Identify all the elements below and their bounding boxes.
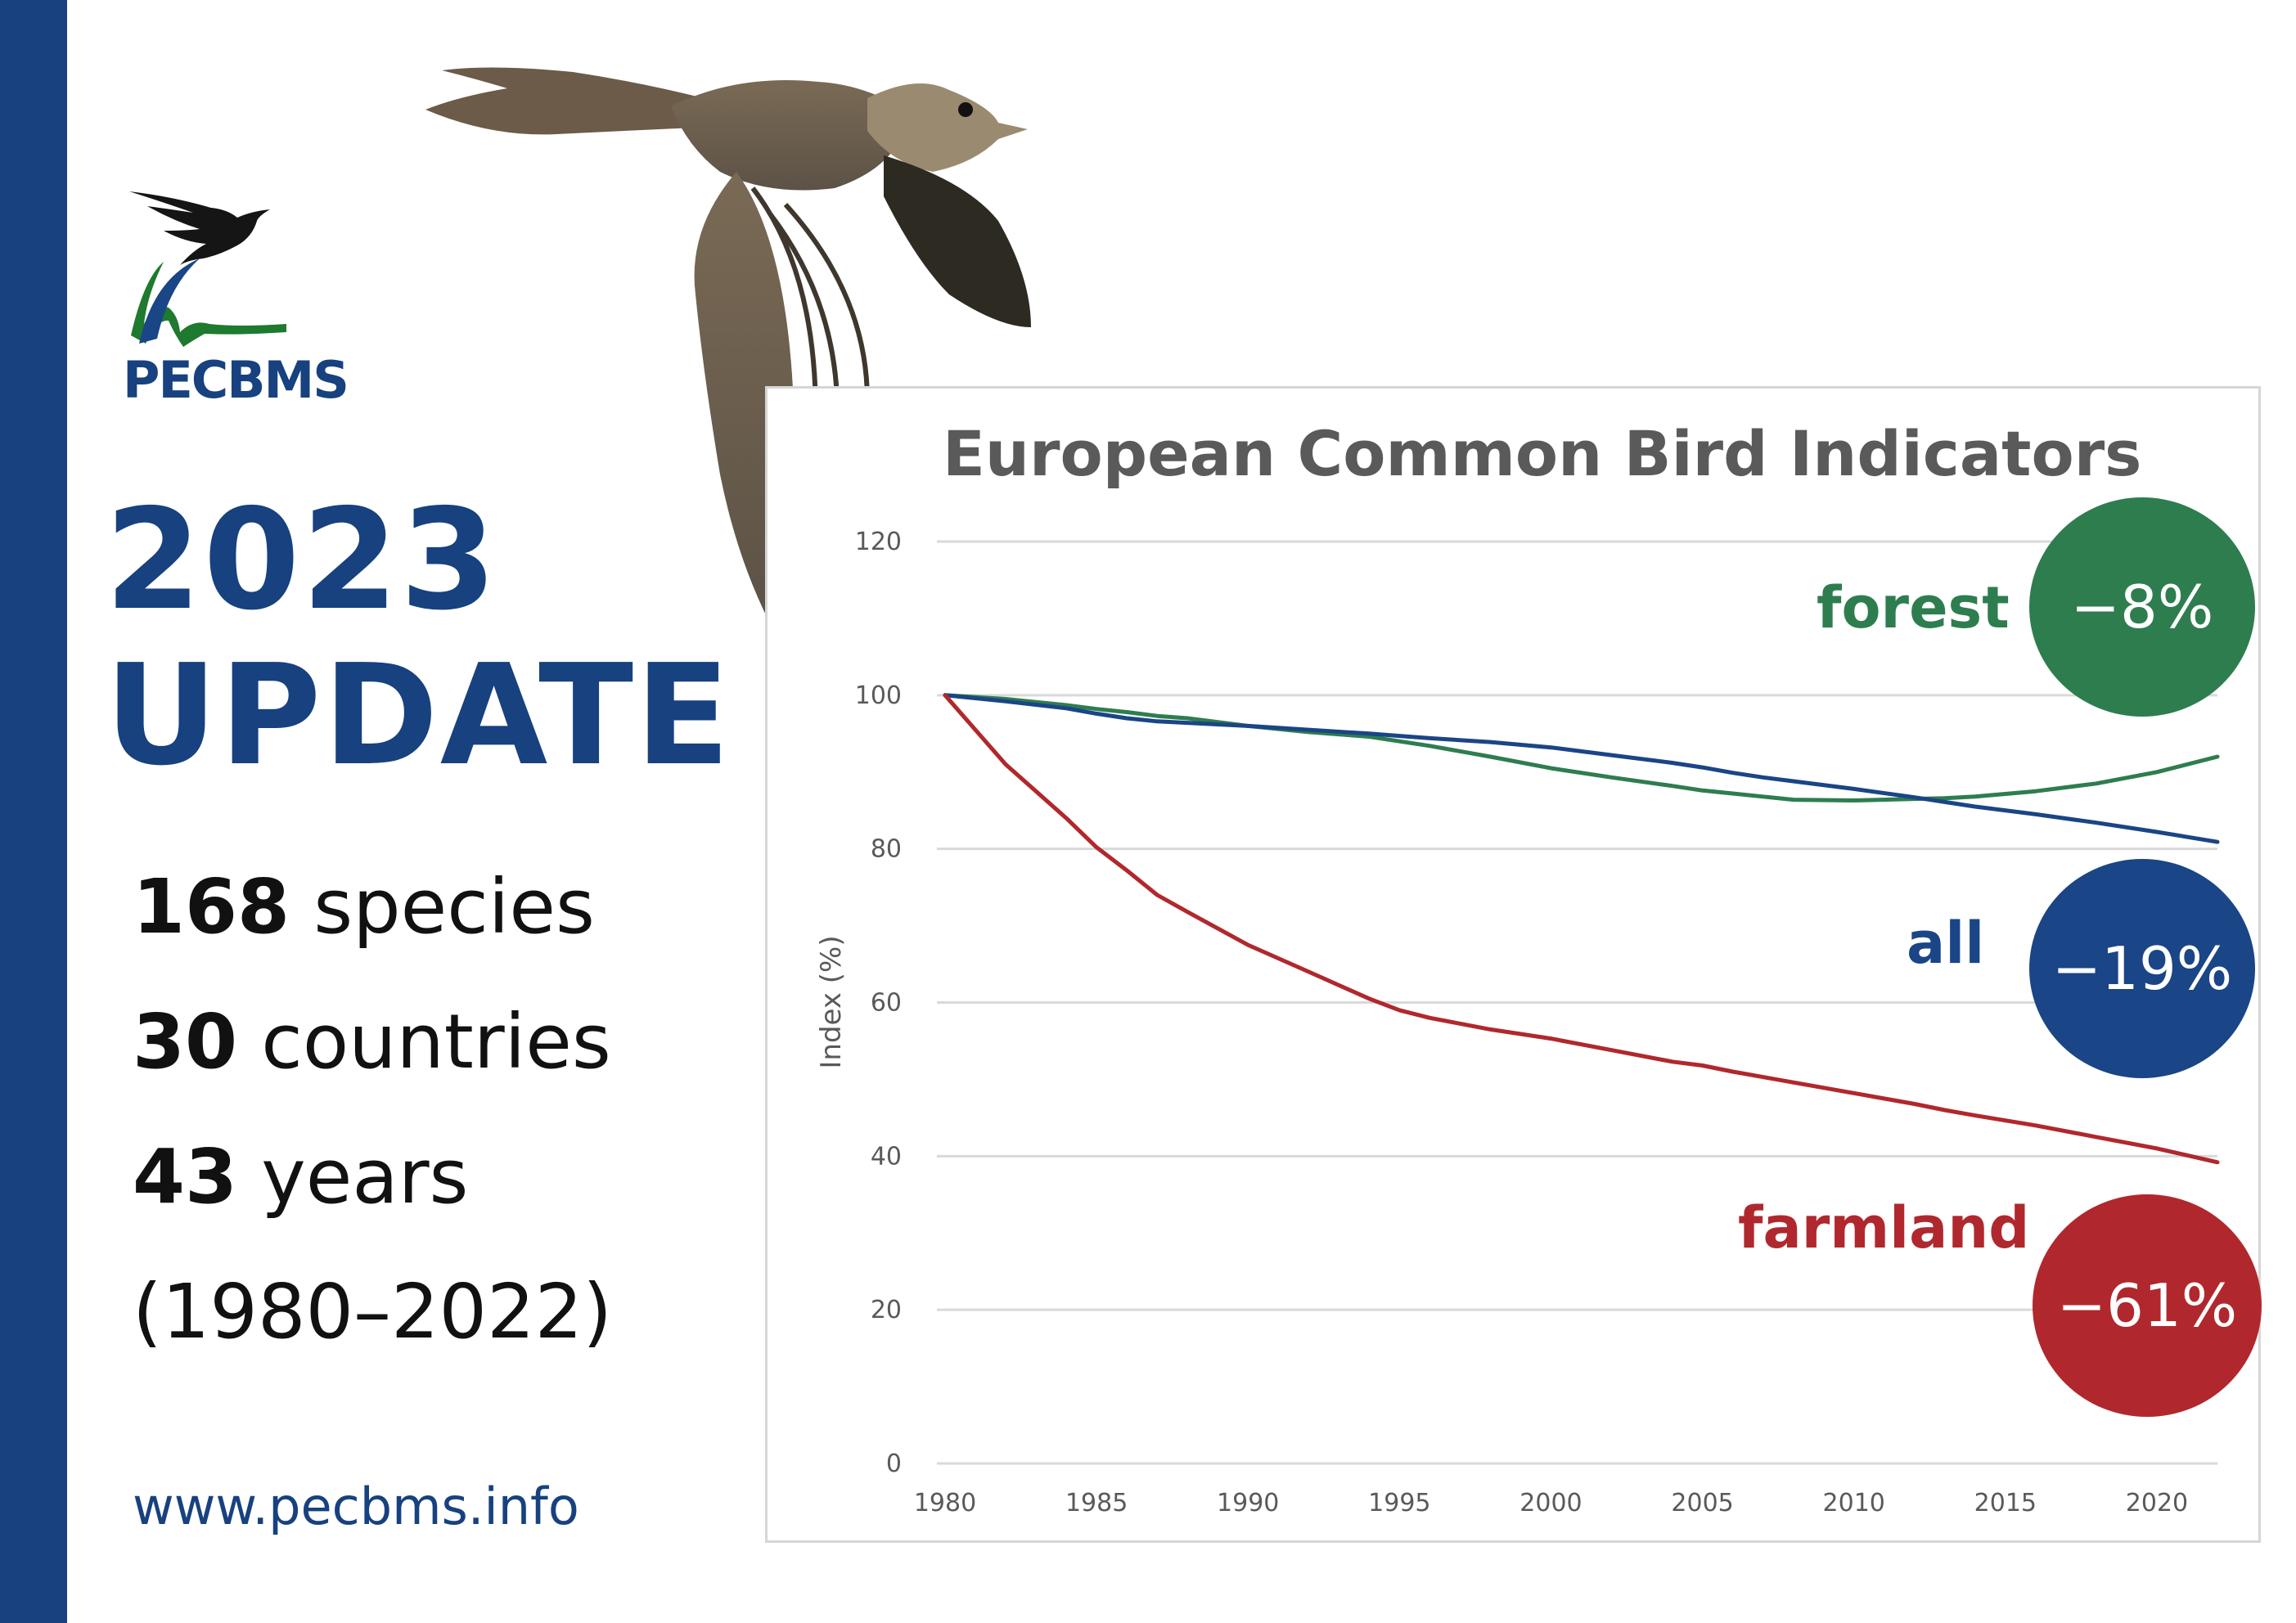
pecbms-logo	[129, 191, 286, 347]
x-tick-label: 2015	[1974, 1489, 2037, 1517]
stat-value: 30	[133, 998, 238, 1086]
y-tick-label: 100	[855, 681, 902, 710]
headline-update: UPDATE	[105, 635, 732, 797]
change-badge-all: −19%	[2029, 859, 2255, 1078]
stat-label: (1980–2022)	[133, 1268, 613, 1355]
stat-countries: 30 countries	[133, 998, 611, 1086]
series-line-farmland	[943, 693, 2220, 1165]
y-tick-label: 40	[871, 1142, 902, 1171]
headline-year: 2023	[105, 479, 499, 641]
stat-years: 43 years	[133, 1133, 468, 1221]
stat-label: countries	[237, 998, 611, 1086]
series-label-farmland: farmland	[1738, 1194, 2030, 1261]
series-label-forest: forest	[1817, 574, 2010, 641]
stat-label: years	[237, 1133, 469, 1221]
change-badge-forest: −8%	[2029, 497, 2255, 717]
series-line-all	[943, 693, 2220, 844]
series-line-forest	[943, 693, 2220, 803]
y-axis-label: Index (%)	[815, 935, 848, 1068]
stat-period: (1980–2022)	[133, 1268, 612, 1355]
x-tick-label: 2020	[2126, 1489, 2188, 1517]
x-tick-label: 1985	[1065, 1489, 1128, 1517]
series-label-all: all	[1907, 910, 1985, 977]
logo-text: PECBMS	[123, 350, 349, 410]
y-tick-label: 0	[886, 1450, 902, 1478]
stat-value: 168	[133, 863, 290, 951]
x-tick-label: 2005	[1671, 1489, 1733, 1517]
x-tick-label: 1980	[914, 1489, 976, 1517]
x-tick-label: 2010	[1823, 1489, 1885, 1517]
swoosh-blue-icon	[139, 259, 200, 344]
website-link[interactable]: www.pecbms.info	[133, 1477, 579, 1536]
x-tick-label: 2000	[1519, 1489, 1582, 1517]
y-tick-label: 80	[871, 835, 902, 864]
left-accent-bar	[0, 0, 67, 1623]
stat-species: 168 species	[133, 863, 595, 951]
chart-title: European Common Bird Indicators	[943, 417, 2142, 490]
change-badge-farmland: −61%	[2033, 1194, 2262, 1417]
x-tick-label: 1995	[1368, 1489, 1430, 1517]
dove-icon	[129, 191, 270, 265]
stat-label: species	[290, 863, 595, 951]
chart-panel	[765, 386, 2261, 1543]
x-tick-label: 1990	[1217, 1489, 1279, 1517]
swoosh-green-icon	[131, 262, 286, 347]
y-tick-label: 120	[855, 528, 902, 556]
y-tick-label: 20	[871, 1296, 902, 1324]
y-tick-label: 60	[871, 989, 902, 1018]
stat-value: 43	[133, 1133, 238, 1221]
